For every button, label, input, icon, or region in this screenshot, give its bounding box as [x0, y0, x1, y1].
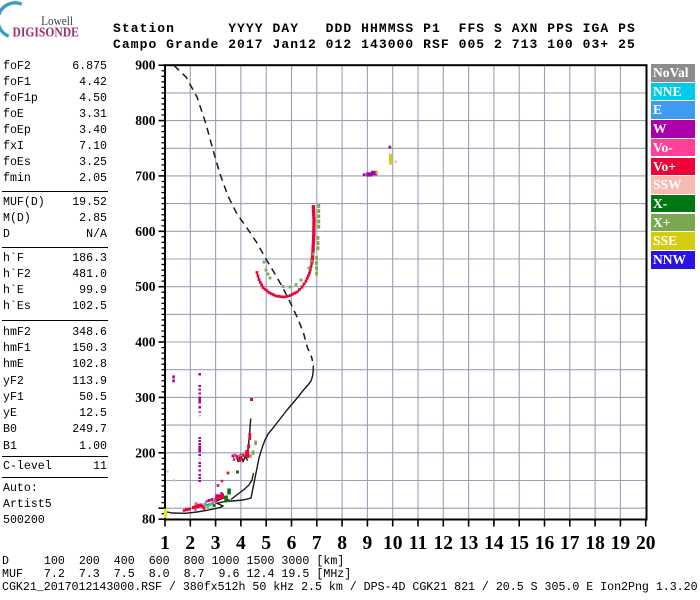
svg-text:15: 15	[509, 533, 529, 554]
svg-text:800: 800	[135, 113, 156, 128]
svg-text:8: 8	[337, 533, 347, 554]
svg-text:3: 3	[211, 533, 221, 554]
svg-text:700: 700	[135, 168, 156, 183]
svg-text:600: 600	[135, 224, 156, 239]
svg-text:6: 6	[287, 533, 297, 554]
svg-text:20: 20	[636, 533, 656, 554]
svg-text:400: 400	[135, 335, 156, 350]
svg-text:12: 12	[434, 533, 454, 554]
svg-text:300: 300	[135, 390, 156, 405]
svg-text:Lowell: Lowell	[41, 13, 73, 28]
svg-text:19: 19	[611, 533, 631, 554]
svg-text:17: 17	[560, 533, 580, 554]
svg-text:500: 500	[135, 279, 156, 294]
svg-text:18: 18	[585, 533, 605, 554]
svg-text:80: 80	[142, 512, 156, 527]
svg-text:900: 900	[135, 58, 156, 73]
svg-text:7: 7	[312, 533, 322, 554]
svg-text:5: 5	[261, 533, 271, 554]
svg-text:4: 4	[236, 533, 246, 554]
svg-text:2: 2	[185, 533, 195, 554]
svg-text:11: 11	[409, 533, 427, 554]
svg-text:16: 16	[535, 533, 555, 554]
svg-text:DIGISONDE: DIGISONDE	[13, 25, 79, 40]
svg-text:1: 1	[160, 533, 170, 554]
svg-text:13: 13	[459, 533, 479, 554]
svg-text:200: 200	[135, 445, 156, 460]
svg-text:9: 9	[363, 533, 373, 554]
svg-text:10: 10	[383, 533, 403, 554]
svg-text:14: 14	[484, 533, 504, 554]
